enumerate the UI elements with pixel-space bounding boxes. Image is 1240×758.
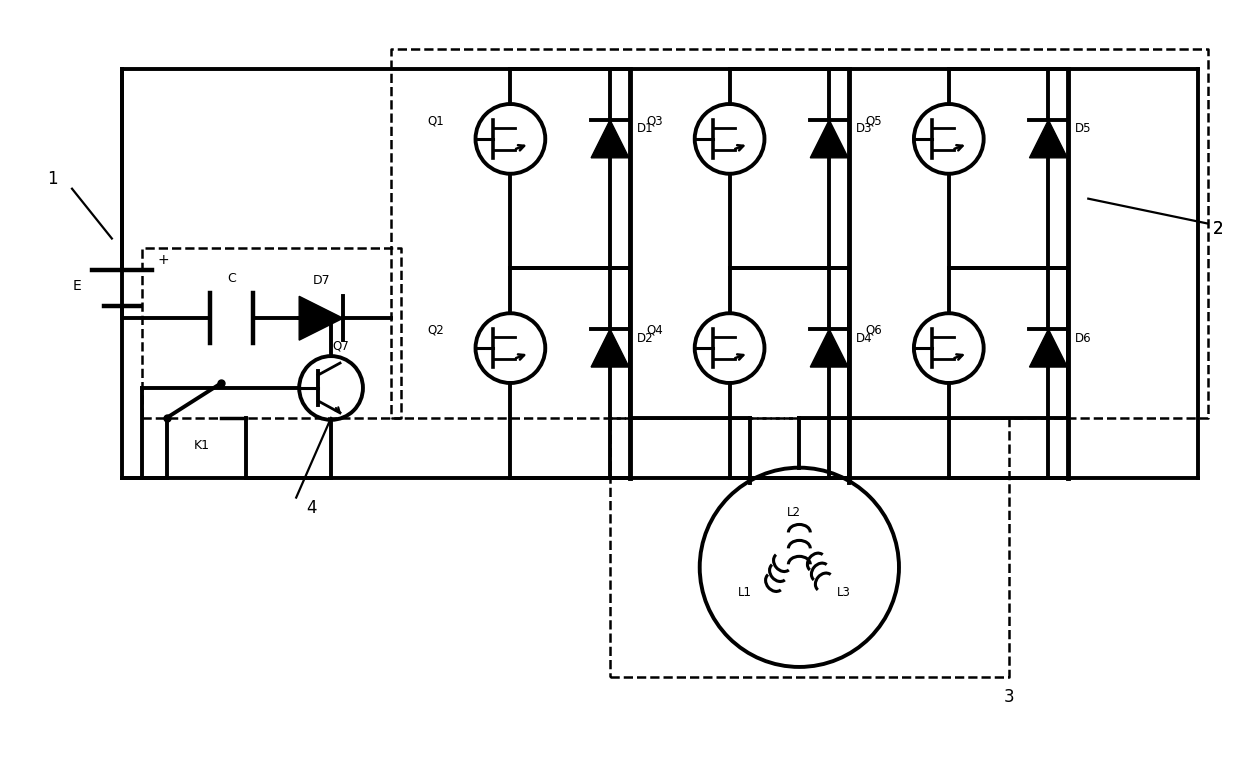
Text: 2: 2	[1213, 220, 1223, 237]
Polygon shape	[810, 329, 848, 367]
Text: C: C	[227, 272, 236, 285]
Text: L3: L3	[837, 586, 851, 599]
Text: D1: D1	[636, 123, 653, 136]
Text: D5: D5	[1075, 123, 1091, 136]
Text: D6: D6	[1075, 332, 1091, 345]
Text: L2: L2	[787, 506, 801, 519]
Polygon shape	[591, 120, 629, 158]
Text: Q7: Q7	[332, 340, 350, 352]
Polygon shape	[1029, 120, 1068, 158]
Text: Q4: Q4	[646, 324, 663, 337]
Polygon shape	[810, 120, 848, 158]
Text: Q2: Q2	[428, 324, 444, 337]
Text: D4: D4	[856, 332, 873, 345]
Text: D2: D2	[636, 332, 653, 345]
Text: Q6: Q6	[866, 324, 883, 337]
Text: L1: L1	[738, 586, 751, 599]
Text: Q5: Q5	[866, 114, 883, 127]
Polygon shape	[591, 329, 629, 367]
Polygon shape	[299, 296, 343, 340]
Text: K1: K1	[193, 439, 210, 453]
Text: +: +	[157, 253, 170, 268]
Text: 1: 1	[47, 170, 57, 188]
Text: D3: D3	[856, 123, 873, 136]
Text: 3: 3	[1003, 688, 1014, 706]
Text: D7: D7	[312, 274, 330, 287]
Text: 4: 4	[306, 499, 316, 516]
Polygon shape	[1029, 329, 1068, 367]
Text: E: E	[73, 280, 82, 293]
Text: Q1: Q1	[428, 114, 444, 127]
Text: 2: 2	[1213, 220, 1223, 237]
Text: Q3: Q3	[646, 114, 663, 127]
